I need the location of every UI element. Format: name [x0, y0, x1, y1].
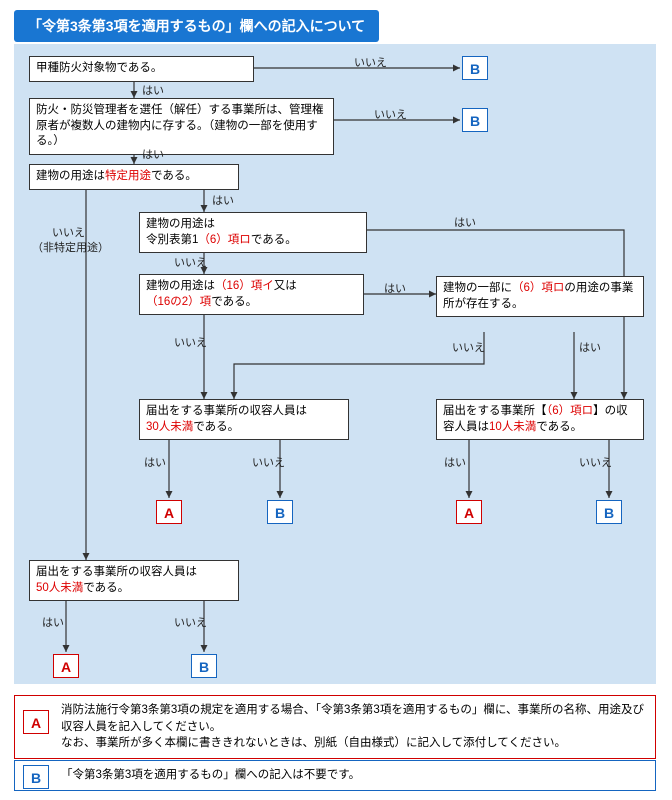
result-b-9: B	[191, 654, 217, 678]
text-red: 30人未満	[146, 421, 193, 433]
text: 届出をする事業所【	[443, 405, 547, 417]
label-yes: はい	[142, 82, 164, 98]
label-no: いいえ	[174, 614, 207, 630]
label-yes: はい	[454, 214, 476, 230]
legend-text-b: 「令第3条第3項を適用するもの」欄への記入は不要です。	[61, 769, 360, 781]
text: である。	[193, 421, 239, 433]
text: 届出をする事業所の収容人員は	[146, 405, 307, 417]
legend-b: B 「令第3条第3項を適用するもの」欄への記入は不要です。	[14, 760, 656, 791]
legend-text-a: 消防法施行令第3条第3項の規定を適用する場合、「令第3条第3項を適用するもの」欄…	[61, 704, 644, 749]
result-a-9: A	[53, 654, 79, 678]
text-red: （16）項イ	[215, 280, 274, 292]
text: 令別表第1	[146, 234, 198, 246]
label-no: いいえ	[174, 334, 207, 350]
text: 又は	[274, 280, 297, 292]
label-no: いいえ	[374, 106, 407, 122]
text: である。	[151, 170, 197, 182]
text: 建物の用途は	[146, 218, 215, 230]
label-no: いいえ	[354, 54, 387, 70]
label-yes: はい	[212, 192, 234, 208]
text: 建物の用途は	[146, 280, 215, 292]
text-red: 特定用途	[105, 170, 151, 182]
text-red: （16の2）項	[146, 296, 211, 308]
label-no: いいえ	[52, 224, 85, 240]
text: である。	[211, 296, 257, 308]
node-q6: 建物の一部に（6）項ロの用途の事業所が存在する。	[436, 276, 644, 317]
legend-badge-b: B	[23, 765, 49, 789]
text-red: 10人未満	[489, 421, 536, 433]
node-q4: 建物の用途は 令別表第1（6）項ロである。	[139, 212, 367, 253]
result-b-2: B	[462, 108, 488, 132]
text-red: （6）項ロ	[198, 234, 250, 246]
text-red: （6）項ロ	[512, 282, 564, 294]
text: 届出をする事業所の収容人員は	[36, 566, 197, 578]
label-yes: はい	[144, 454, 166, 470]
label-yes: はい	[444, 454, 466, 470]
legend-a: A 消防法施行令第3条第3項の規定を適用する場合、「令第3条第3項を適用するもの…	[14, 695, 656, 759]
label-yes: はい	[579, 339, 601, 355]
flowchart-panel: 甲種防火対象物である。 B 防火・防災管理者を選任（解任）する事業所は、管理権原…	[14, 44, 656, 684]
legend-badge-a: A	[23, 710, 49, 734]
label-yes: はい	[384, 280, 406, 296]
text-red: 50人未満	[36, 582, 83, 594]
text-red: （6）項ロ	[547, 405, 594, 417]
text: 建物の一部に	[443, 282, 512, 294]
label-no: いいえ	[579, 454, 612, 470]
text: である。	[251, 234, 297, 246]
node-q3: 建物の用途は特定用途である。	[29, 164, 239, 190]
text: である。	[83, 582, 129, 594]
node-q1: 甲種防火対象物である。	[29, 56, 254, 82]
node-q9: 届出をする事業所の収容人員は 50人未満である。	[29, 560, 239, 601]
result-a-7: A	[156, 500, 182, 524]
section-header: 「令第3条第3項を適用するもの」欄への記入について	[14, 10, 379, 42]
text: である。	[536, 421, 582, 433]
result-a-8: A	[456, 500, 482, 524]
result-b-7: B	[267, 500, 293, 524]
label-no: いいえ	[252, 454, 285, 470]
label-nonspecific: （非特定用途）	[32, 239, 109, 255]
node-q7: 届出をする事業所の収容人員は 30人未満である。	[139, 399, 349, 440]
result-b-8: B	[596, 500, 622, 524]
result-b-1: B	[462, 56, 488, 80]
label-yes: はい	[42, 614, 64, 630]
text: 建物の用途は	[36, 170, 105, 182]
node-q8: 届出をする事業所【（6）項ロ】の収容人員は10人未満である。	[436, 399, 644, 440]
node-q5: 建物の用途は（16）項イ又は （16の2）項である。	[139, 274, 364, 315]
label-no: いいえ	[174, 254, 207, 270]
label-yes: はい	[142, 146, 164, 162]
label-no: いいえ	[452, 339, 485, 355]
node-q2: 防火・防災管理者を選任（解任）する事業所は、管理権原者が複数人の建物内に存する。…	[29, 98, 334, 155]
